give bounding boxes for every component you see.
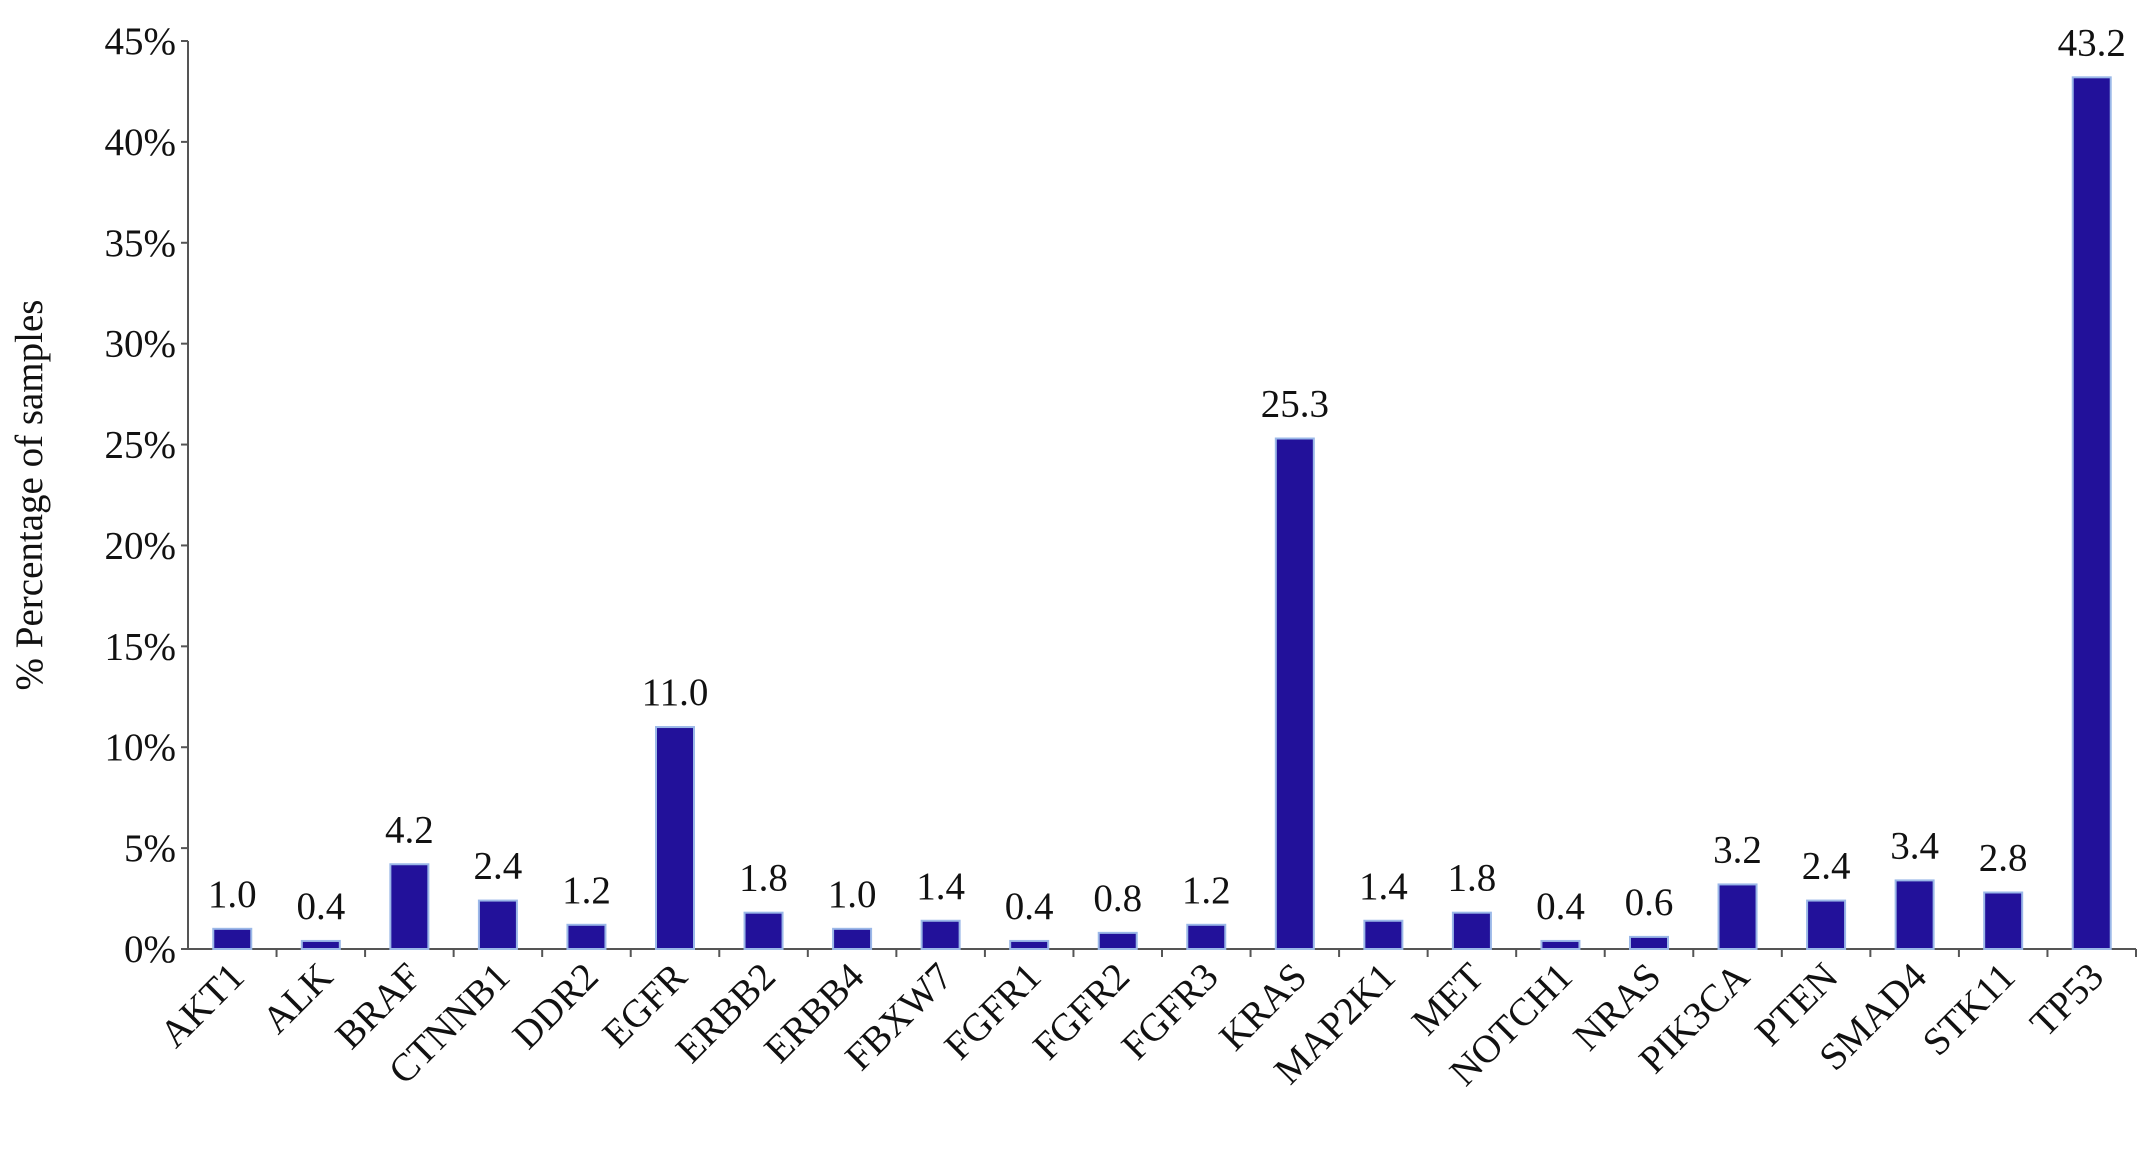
value-label: 1.0 [828, 873, 877, 916]
value-label: 43.2 [2058, 21, 2126, 64]
value-label: 1.4 [1359, 865, 1408, 908]
y-tick-label: 0% [124, 928, 176, 971]
bar [212, 927, 253, 950]
value-label: 2.4 [474, 845, 523, 888]
value-label: 1.2 [562, 869, 611, 912]
value-label: 0.6 [1625, 881, 1674, 924]
bar [1629, 935, 1669, 950]
value-label: 1.4 [916, 865, 965, 908]
bar [1274, 437, 1315, 950]
bar [920, 919, 961, 950]
value-label: 1.8 [739, 857, 788, 900]
value-label: 25.3 [1261, 383, 1329, 426]
y-tick-label: 20% [105, 524, 177, 567]
y-tick-label: 40% [105, 121, 177, 164]
x-tick-label: FGFR2 [1025, 955, 1138, 1068]
value-label: 11.0 [642, 671, 709, 714]
value-label: 1.8 [1448, 857, 1497, 900]
bar [1451, 911, 1492, 950]
x-tick-label: FGFR1 [936, 955, 1049, 1068]
x-tick-label: FGFR3 [1113, 955, 1226, 1068]
bar [1186, 923, 1227, 951]
bar [1363, 919, 1404, 950]
x-tick-label: DDR2 [504, 955, 606, 1057]
bar [832, 927, 873, 950]
bar [655, 726, 695, 950]
value-label: 0.4 [1536, 885, 1585, 928]
x-tick-label: STK11 [1914, 955, 2023, 1064]
value-label: 4.2 [385, 808, 434, 851]
value-label: 3.2 [1713, 828, 1762, 871]
bar [1983, 891, 2024, 950]
bar [1009, 939, 1050, 951]
x-tick-label: ERBB2 [668, 955, 784, 1071]
bar [1894, 879, 1935, 951]
y-tick-label: 25% [105, 424, 177, 467]
y-tick-label: 15% [105, 625, 177, 668]
bar [2071, 76, 2112, 950]
y-axis-title: % Percentage of samples [8, 300, 51, 691]
bar [566, 923, 607, 951]
bar [1806, 899, 1847, 950]
value-label: 3.4 [1890, 824, 1939, 867]
bar [300, 939, 341, 951]
y-tick-label: 45% [105, 20, 177, 63]
value-label: 2.4 [1802, 845, 1851, 888]
value-label: 0.4 [296, 885, 345, 928]
y-tick-label: 5% [124, 827, 176, 870]
value-label: 0.8 [1093, 877, 1142, 920]
bar [1097, 931, 1138, 951]
bar [1540, 939, 1581, 951]
value-label: 0.4 [1005, 885, 1054, 928]
bar [389, 863, 430, 951]
bar [477, 899, 518, 950]
value-label: 2.8 [1979, 837, 2028, 880]
value-label: 1.0 [208, 873, 257, 916]
value-label: 1.2 [1182, 869, 1231, 912]
bar [1717, 883, 1758, 950]
y-tick-label: 10% [105, 726, 177, 769]
x-tick-label: TP53 [2022, 955, 2112, 1045]
bar [743, 911, 784, 950]
y-tick-label: 35% [105, 222, 177, 265]
y-tick-label: 30% [105, 323, 177, 366]
